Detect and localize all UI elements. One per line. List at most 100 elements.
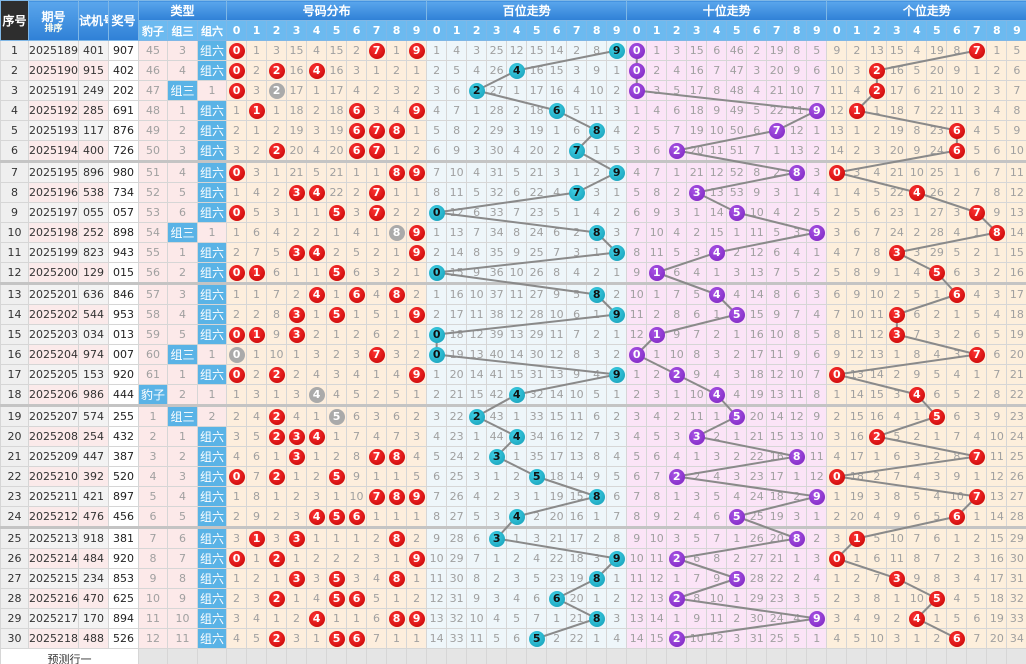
prediction-cell[interactable] xyxy=(566,648,588,664)
units-omission: 28 xyxy=(1006,506,1026,529)
type-omission: 1 xyxy=(167,364,198,385)
units-omission: 3 xyxy=(946,344,968,365)
tens-omission: 6 xyxy=(666,100,688,121)
hundreds-omission: 2 xyxy=(606,405,628,427)
prediction-cell[interactable] xyxy=(966,648,988,664)
hundreds-omission: 28 xyxy=(446,527,468,549)
prediction-cell[interactable] xyxy=(326,648,348,664)
hundreds-omission: 2 xyxy=(606,80,628,101)
distribution-ball: 8 xyxy=(388,224,405,241)
prediction-cell[interactable] xyxy=(1006,648,1026,664)
distribution-omission: 1 xyxy=(306,405,328,427)
tens-omission: 21 xyxy=(746,426,768,447)
prediction-cell[interactable] xyxy=(646,648,668,664)
issue-number: 2025196 xyxy=(28,182,79,203)
distribution-omission: 1 xyxy=(326,486,348,507)
distribution-omission: 1 xyxy=(406,384,428,407)
hundreds-omission: 1 xyxy=(586,588,608,609)
prediction-cell[interactable] xyxy=(666,648,688,664)
distribution-omission: 1 xyxy=(366,364,388,385)
prediction-cell[interactable] xyxy=(866,648,888,664)
prediction-cell[interactable] xyxy=(266,648,288,664)
prediction-cell[interactable] xyxy=(306,648,328,664)
prediction-cell[interactable] xyxy=(386,648,408,664)
prediction-cell[interactable] xyxy=(626,648,648,664)
prediction-cell[interactable] xyxy=(466,648,488,664)
prediction-cell[interactable] xyxy=(196,648,228,664)
units-cell: 3 xyxy=(886,242,908,263)
distribution-omission: 2 xyxy=(406,80,428,101)
prediction-cell[interactable] xyxy=(906,648,928,664)
prediction-cell[interactable] xyxy=(486,648,508,664)
tens-omission: 3 xyxy=(806,548,828,569)
prediction-cell[interactable] xyxy=(766,648,788,664)
tens-omission: 1 xyxy=(806,242,828,263)
units-omission: 4 xyxy=(946,222,968,243)
hundreds-omission: 14 xyxy=(426,628,448,649)
prediction-cell[interactable] xyxy=(826,648,848,664)
tens-omission: 1 xyxy=(706,405,728,427)
prediction-cell[interactable] xyxy=(986,648,1008,664)
prediction-cell[interactable] xyxy=(506,648,528,664)
prediction-cell[interactable] xyxy=(786,648,808,664)
hundreds-omission: 11 xyxy=(466,628,488,649)
units-omission: 3 xyxy=(906,446,928,467)
units-omission: 2 xyxy=(866,466,888,487)
hundreds-omission: 3 xyxy=(526,527,548,549)
type-hit-badge: 组六 xyxy=(196,100,228,121)
sort-toggle[interactable]: 排序 xyxy=(44,23,63,34)
prediction-cell[interactable] xyxy=(606,648,628,664)
hundreds-omission: 2 xyxy=(466,446,488,467)
prediction-cell[interactable] xyxy=(426,648,448,664)
distribution-cell: 2 xyxy=(266,80,288,101)
prediction-cell[interactable] xyxy=(246,648,268,664)
prediction-cell[interactable] xyxy=(706,648,728,664)
hundreds-omission: 10 xyxy=(566,384,588,407)
hundreds-omission: 1 xyxy=(606,568,628,589)
prediction-cell[interactable] xyxy=(586,648,608,664)
prediction-cell[interactable] xyxy=(406,648,428,664)
draw-number: 920 xyxy=(108,548,139,569)
distribution-omission: 5 xyxy=(266,242,288,263)
prediction-cell[interactable] xyxy=(226,648,248,664)
prediction-cell[interactable] xyxy=(526,648,548,664)
units-omission: 4 xyxy=(906,466,928,487)
hundreds-cell: 8 xyxy=(586,120,608,141)
type-hit-badge: 组三 xyxy=(167,405,198,427)
prediction-cell[interactable] xyxy=(138,648,168,664)
prediction-cell[interactable] xyxy=(286,648,308,664)
units-omission: 4 xyxy=(906,262,928,285)
hundreds-omission: 9 xyxy=(566,364,588,385)
hundreds-omission: 1 xyxy=(546,608,568,629)
tens-omission: 2 xyxy=(646,304,668,325)
tens-ball: 9 xyxy=(808,224,825,241)
prediction-cell[interactable] xyxy=(446,648,468,664)
prediction-cell[interactable] xyxy=(886,648,908,664)
prediction-cell[interactable] xyxy=(946,648,968,664)
units-omission: 9 xyxy=(906,568,928,589)
hundreds-omission: 3 xyxy=(486,506,508,529)
tens-omission: 14 xyxy=(746,283,768,305)
distribution-cell: 5 xyxy=(326,202,348,223)
hundreds-omission: 6 xyxy=(566,120,588,141)
hundreds-omission: 10 xyxy=(466,608,488,629)
hundreds-omission: 41 xyxy=(486,364,508,385)
prediction-cell[interactable] xyxy=(746,648,768,664)
distribution-cell: 8 xyxy=(386,120,408,141)
units-omission: 1 xyxy=(966,506,988,529)
prediction-cell[interactable] xyxy=(167,648,198,664)
units-omission: 8 xyxy=(826,324,848,345)
units-ball: 1 xyxy=(848,102,865,119)
hundreds-omission: 1 xyxy=(606,60,628,81)
prediction-cell[interactable] xyxy=(686,648,708,664)
units-omission: 25 xyxy=(1006,446,1026,467)
prediction-cell[interactable] xyxy=(366,648,388,664)
tens-omission: 10 xyxy=(786,364,808,385)
prediction-cell[interactable] xyxy=(726,648,748,664)
prediction-cell[interactable] xyxy=(346,648,368,664)
prediction-cell[interactable] xyxy=(546,648,568,664)
header-issue[interactable]: 期号 排序 xyxy=(28,0,79,41)
prediction-cell[interactable] xyxy=(846,648,868,664)
prediction-cell[interactable] xyxy=(926,648,948,664)
prediction-cell[interactable] xyxy=(806,648,828,664)
